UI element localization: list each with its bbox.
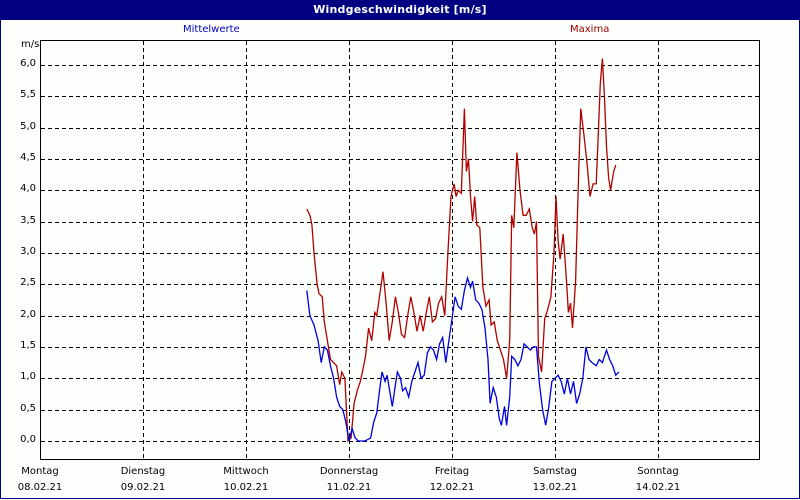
y-tick-label: 2,0 bbox=[20, 308, 36, 320]
x-tick-label: Montag 08.02.21 bbox=[17, 466, 63, 493]
x-tick-label: Sonntag 14.02.21 bbox=[635, 466, 681, 493]
y-axis-unit: m/s bbox=[21, 39, 40, 50]
y-tick-label: 6,0 bbox=[20, 57, 36, 69]
y-tick-label: 5,5 bbox=[20, 89, 36, 101]
series-maxima-line bbox=[306, 58, 617, 443]
y-tick-label: 4,5 bbox=[20, 151, 36, 163]
legend-maxima: Maxima bbox=[570, 24, 610, 35]
x-tick-label: Samstag 13.02.21 bbox=[532, 466, 578, 493]
plot-frame bbox=[40, 40, 760, 460]
series-mittelwerte-line bbox=[306, 275, 620, 442]
y-tick-label: 4,0 bbox=[20, 183, 36, 195]
x-tick-label: Donnerstag 11.02.21 bbox=[319, 466, 379, 493]
y-tick-label: 3,0 bbox=[20, 245, 36, 257]
legend-mittelwerte: Mittelwerte bbox=[183, 24, 240, 35]
x-tick-label: Mittwoch 10.02.21 bbox=[223, 466, 269, 493]
gridlines bbox=[41, 41, 759, 459]
y-tick-label: 1,0 bbox=[20, 371, 36, 383]
y-tick-label: 0,5 bbox=[20, 402, 36, 414]
window-title: Windgeschwindigkeit [m/s] bbox=[0, 0, 800, 20]
y-tick-label: 2,5 bbox=[20, 277, 36, 289]
y-tick-label: 5,0 bbox=[20, 120, 36, 132]
x-tick-label: Freitag 12.02.21 bbox=[429, 466, 475, 493]
x-tick-label: Dienstag 09.02.21 bbox=[120, 466, 166, 493]
y-tick-label: 3,5 bbox=[20, 214, 36, 226]
y-tick-label: 0,0 bbox=[20, 434, 36, 445]
y-tick-label: 1,5 bbox=[20, 339, 36, 351]
